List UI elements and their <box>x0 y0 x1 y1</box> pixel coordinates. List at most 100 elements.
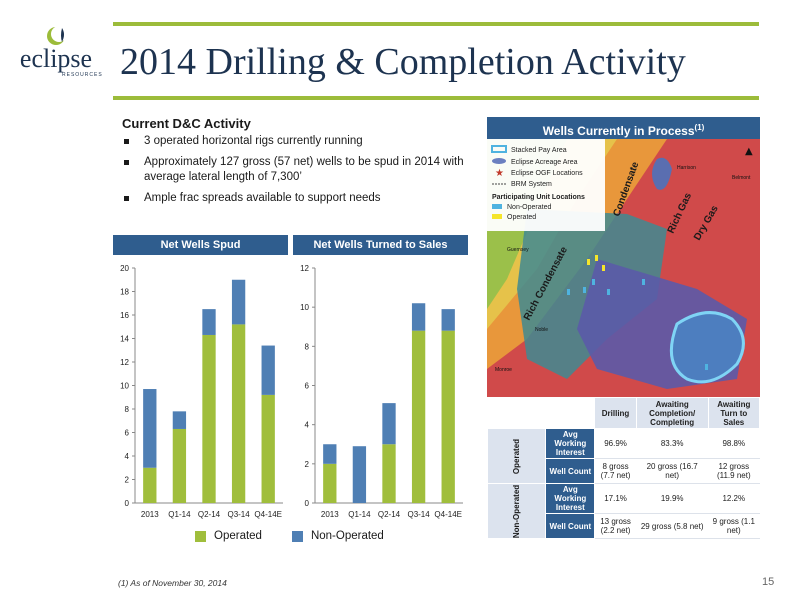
well-non-operated-mark <box>583 287 586 293</box>
table-cell: 17.1% <box>594 483 637 514</box>
y-tick-label: 14 <box>120 335 129 344</box>
bar-non-operated <box>323 444 337 464</box>
x-tick-label: Q4-14E <box>254 510 282 519</box>
well-operated-mark <box>587 259 590 265</box>
y-tick-label: 16 <box>120 311 129 320</box>
map-legend-non-operated: Non-Operated <box>507 204 551 211</box>
bar-non-operated <box>143 389 157 468</box>
bullet-text: 3 operated horizontal rigs currently run… <box>144 135 363 147</box>
page-number: 15 <box>762 576 775 588</box>
map-legend-participating: Participating Unit Locations <box>492 194 585 201</box>
top-rule <box>113 22 759 26</box>
row-header-well-count: Well Count <box>545 513 596 539</box>
y-tick-label: 8 <box>305 342 310 351</box>
map-county-monroe: Monroe <box>495 367 512 373</box>
well-non-operated-mark <box>567 289 570 295</box>
col-header-drilling: Drilling <box>594 397 637 429</box>
bar-operated <box>202 334 216 503</box>
y-tick-label: 10 <box>300 303 309 312</box>
map-acreage-north <box>652 157 672 190</box>
table-cell: 13 gross (2.2 net) <box>594 513 637 539</box>
x-tick-label: Q1-14 <box>348 510 371 519</box>
bar-non-operated <box>411 303 426 331</box>
table-cell: 83.3% <box>635 428 709 459</box>
acreage-area-icon <box>492 158 506 164</box>
logo-eclipse-shadow <box>51 26 67 42</box>
footnote: (1) As of November 30, 2014 <box>118 578 227 588</box>
well-operated-mark <box>595 255 598 261</box>
bar-non-operated <box>202 309 216 335</box>
y-tick-label: 6 <box>305 382 310 391</box>
chart-legend: Operated Non-Operated <box>195 530 384 542</box>
map-stacked-pay-area <box>669 311 745 384</box>
table-cell: 98.8% <box>707 428 761 459</box>
wells-status-table: Drilling Awaiting Completion/ Completing… <box>486 397 761 539</box>
well-non-operated-mark <box>592 279 595 285</box>
bar-non-operated <box>382 403 396 445</box>
bottom-rule <box>113 96 759 100</box>
ogf-location-star-icon: ★ <box>495 168 504 179</box>
x-tick-label: 2013 <box>141 510 159 519</box>
bar-operated <box>172 428 187 503</box>
bullet-item: 3 operated horizontal rigs currently run… <box>122 134 482 150</box>
operated-unit-icon <box>492 214 502 219</box>
col-header-awaiting-completion: Awaiting Completion/ Completing <box>635 397 709 429</box>
table-cell: 19.9% <box>635 483 709 514</box>
y-tick-label: 20 <box>120 264 129 273</box>
y-tick-label: 4 <box>305 421 310 430</box>
table-cell: 8 gross (7.7 net) <box>594 458 637 484</box>
bullet-square-icon <box>124 195 129 201</box>
y-tick-label: 2 <box>305 460 310 469</box>
chart-sales-title: Net Wells Turned to Sales <box>293 235 468 255</box>
chart-net-wells-spud: 0 2 4 6 8 10 12 14 16 18 20 2013 Q1-14 Q2-14 Q3-14 Q4-1… <box>120 264 283 519</box>
bar-operated <box>261 394 275 503</box>
bullet-item: Ample frac spreads available to support … <box>122 191 482 207</box>
legend-label-non-operated: Non-Operated <box>310 530 384 542</box>
map-legend-ogf: Eclipse OGF Locations <box>511 170 583 177</box>
y-tick-label: 10 <box>120 382 129 391</box>
table-corner <box>486 397 596 429</box>
north-arrow-icon: ▲ <box>745 146 753 157</box>
table-cell: 96.9% <box>594 428 637 459</box>
map-legend-box <box>487 139 605 231</box>
bar-operated <box>143 467 157 503</box>
map-legend-brm: BRM System <box>511 181 552 188</box>
x-tick-label: Q1-14 <box>168 510 191 519</box>
y-tick-label: 0 <box>125 499 130 508</box>
logo-flame <box>61 28 64 42</box>
stacked-pay-area-icon <box>491 145 507 153</box>
y-tick-label: 8 <box>125 405 130 414</box>
group-header-non-operated: Non-Operated <box>486 483 547 539</box>
well-non-operated-mark <box>642 279 645 285</box>
bar-operated <box>382 444 396 503</box>
y-tick-label: 2 <box>125 476 130 485</box>
bullet-square-icon <box>124 139 129 144</box>
map-county-noble: Noble <box>535 327 548 333</box>
group-label: Operated <box>512 438 522 474</box>
group-header-operated: Operated <box>486 428 547 484</box>
chart-net-wells-turned-to-sales: 0 2 4 6 8 10 12 2013 Q1-14 Q2-14 Q3-14 Q4-14E <box>300 264 463 519</box>
well-non-operated-mark <box>607 289 610 295</box>
y-tick-label: 4 <box>125 452 130 461</box>
wells-in-process-map: Stacked Pay Area Eclipse Acreage Area ★ … <box>487 139 760 397</box>
bar-operated <box>231 324 246 503</box>
map-title: Wells Currently in Process(1) <box>487 117 760 139</box>
table-cell: 20 gross (16.7 net) <box>635 458 709 484</box>
table-cell: 9 gross (1.1 net) <box>707 513 761 539</box>
bar-non-operated <box>441 309 455 331</box>
page-title: 2014 Drilling & Completion Activity <box>120 41 686 83</box>
chart-spud-title: Net Wells Spud <box>113 235 288 255</box>
row-header-well-count: Well Count <box>545 458 596 484</box>
x-tick-label: 2013 <box>321 510 339 519</box>
map-title-footnote: (1) <box>694 123 705 132</box>
bar-operated <box>441 330 455 503</box>
bar-operated <box>323 463 337 503</box>
bullet-text: Ample frac spreads available to support … <box>144 191 381 204</box>
bar-non-operated <box>261 345 275 395</box>
group-label: Non-Operated <box>512 484 522 538</box>
legend-label-operated: Operated <box>214 530 262 542</box>
y-tick-label: 0 <box>305 499 310 508</box>
y-tick-label: 18 <box>120 288 129 297</box>
bullet-item: Approximately 127 gross (57 net) wells t… <box>122 155 482 186</box>
table-cell: 12 gross (11.9 net) <box>707 458 761 484</box>
